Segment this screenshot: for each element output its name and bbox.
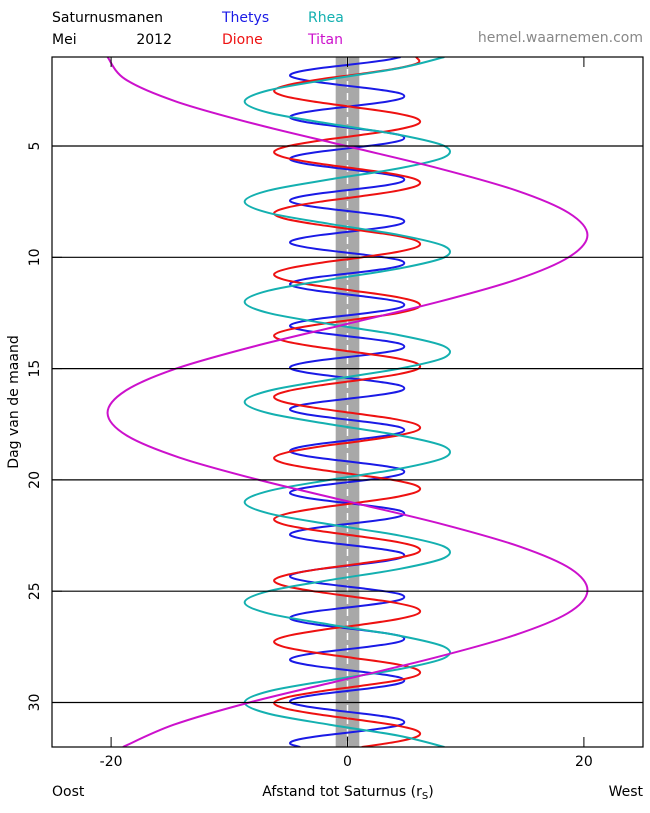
y-tick-label: 30 [27, 694, 43, 712]
legend-entry: Thetys [221, 10, 269, 26]
source: hemel.waarnemen.com [478, 30, 643, 46]
y-tick-label: 25 [27, 582, 43, 600]
y-tick-label: 10 [27, 248, 43, 266]
moon-track [106, 57, 589, 747]
x-axis-label: Afstand tot Saturnus (rS) [262, 784, 433, 802]
plot-area [106, 57, 589, 747]
x-tick-label: -20 [100, 754, 123, 770]
x-tick-label: 0 [343, 754, 352, 770]
y-axis-label: Dag van de maand [6, 335, 22, 468]
x-tick-label: 20 [575, 754, 593, 770]
legend-entry: Dione [222, 32, 263, 48]
x-axis-label-main: Afstand tot Saturnus (r [262, 784, 422, 800]
year: 2012 [136, 32, 172, 48]
y-tick-label: 5 [27, 142, 43, 151]
x-axis-label-end: ) [428, 784, 433, 800]
chart-title: Saturnusmanen [52, 10, 163, 26]
y-tick-label: 15 [27, 360, 43, 378]
y-tick-label: 20 [27, 471, 43, 489]
legend-entry: Titan [307, 32, 343, 48]
month: Mei [52, 32, 77, 48]
x-axis-label-sub: S [422, 791, 428, 802]
x-left-label: Oost [52, 784, 85, 800]
saturn-band [335, 57, 360, 747]
x-right-label: West [609, 784, 644, 800]
moon-track [243, 57, 452, 747]
legend-entry: Rhea [308, 10, 344, 26]
